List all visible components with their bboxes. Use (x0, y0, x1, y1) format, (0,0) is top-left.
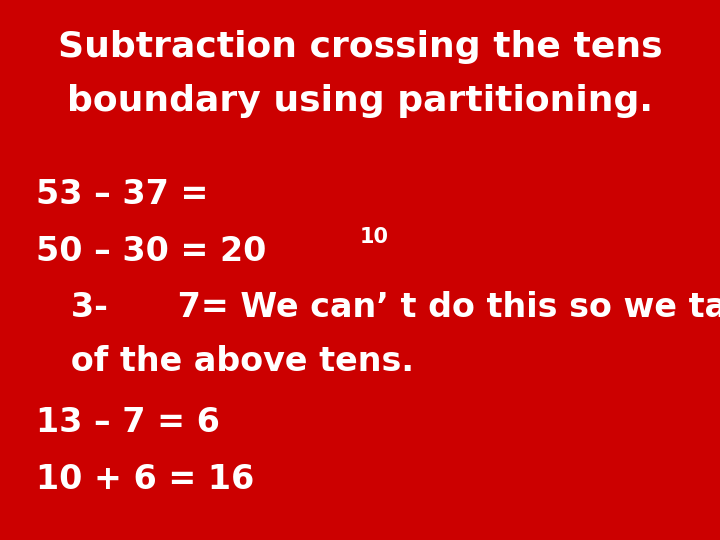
Text: 10: 10 (360, 227, 389, 247)
Text: 50 – 30 = 20: 50 – 30 = 20 (36, 235, 266, 268)
Text: boundary using partitioning.: boundary using partitioning. (67, 84, 653, 118)
Text: Subtraction crossing the tens: Subtraction crossing the tens (58, 30, 662, 64)
Text: 13 – 7 = 6: 13 – 7 = 6 (36, 406, 220, 439)
Text: 3-      7= We can’ t do this so we take one: 3- 7= We can’ t do this so we take one (36, 291, 720, 323)
Text: of the above tens.: of the above tens. (36, 345, 414, 377)
Text: 10 + 6 = 16: 10 + 6 = 16 (36, 463, 254, 496)
Text: 53 – 37 =: 53 – 37 = (36, 178, 208, 211)
